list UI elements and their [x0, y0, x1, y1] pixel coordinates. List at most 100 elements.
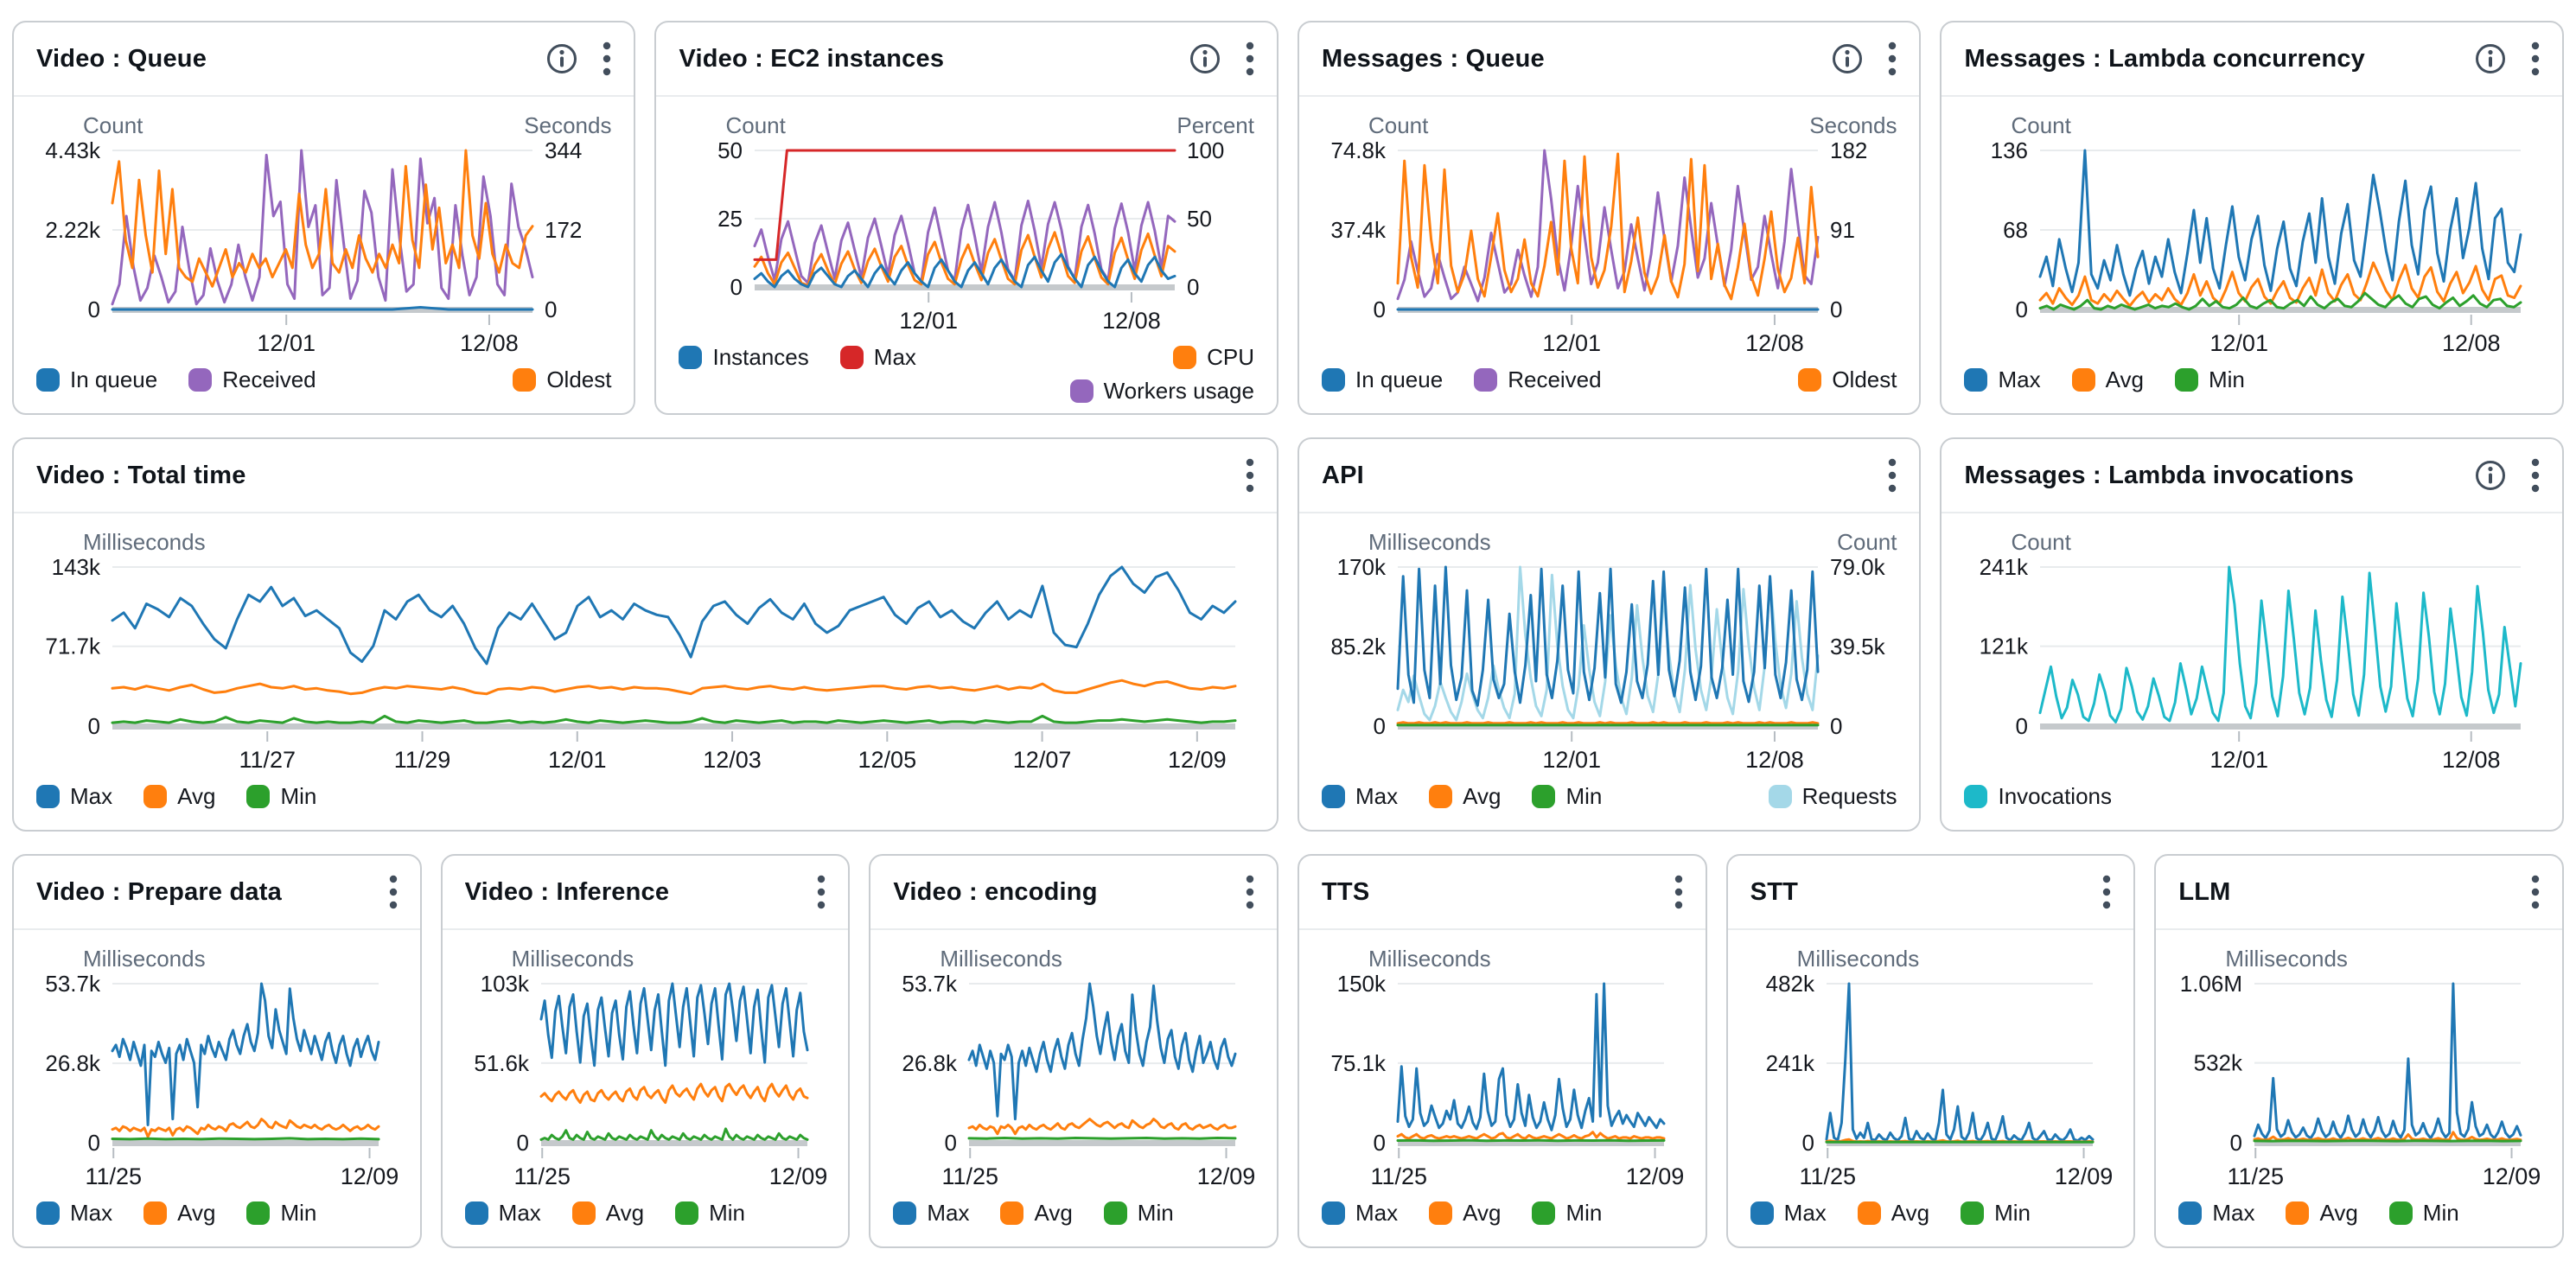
svg-text:182: 182 — [1830, 140, 1867, 163]
legend-item[interactable]: Max — [1964, 366, 2041, 393]
legend-item[interactable]: Min — [2174, 366, 2245, 393]
legend-item[interactable]: Avg — [2071, 366, 2144, 393]
legend-item[interactable]: Received — [1474, 366, 1602, 393]
legend-item[interactable]: Max — [464, 1200, 541, 1227]
svg-text:12/01: 12/01 — [2210, 747, 2269, 773]
info-icon[interactable] — [1831, 42, 1864, 75]
legend-item[interactable]: Min — [246, 1200, 316, 1227]
legend-item[interactable]: Min — [675, 1200, 745, 1227]
legend-item[interactable]: Avg — [143, 783, 215, 810]
kebab-menu-icon[interactable] — [2531, 41, 2540, 77]
chart-plot[interactable]: 12/01 12/08 241k 121k 0 — [1964, 557, 2540, 776]
svg-text:12/01: 12/01 — [1542, 330, 1601, 356]
kebab-menu-icon[interactable] — [2531, 874, 2540, 910]
legend-label: Max — [2212, 1200, 2255, 1226]
legend-label: Min — [1994, 1200, 2031, 1226]
legend-item[interactable]: Min — [1103, 1200, 1174, 1227]
kebab-menu-icon[interactable] — [603, 41, 611, 77]
kebab-menu-icon[interactable] — [1246, 874, 1254, 910]
legend-item[interactable]: Min — [1532, 1200, 1602, 1227]
legend-item[interactable]: Min — [1532, 783, 1602, 810]
legend-item[interactable]: Max — [1750, 1200, 1827, 1227]
legend-color-chip — [1000, 1201, 1024, 1225]
chart-plot[interactable]: 12/01 12/08 50 25 0 100 50 0 — [679, 140, 1254, 337]
legend-item[interactable]: Invocations — [1964, 783, 2112, 810]
legend-item[interactable]: Min — [2388, 1200, 2459, 1227]
legend-label: Min — [280, 1200, 317, 1226]
info-icon[interactable] — [1189, 42, 1221, 75]
legend-left-group: Max Avg Min — [1321, 1200, 1602, 1227]
legend-item[interactable]: Max — [1321, 1200, 1398, 1227]
legend-item[interactable]: In queue — [1321, 366, 1443, 393]
widget-header: STT — [1727, 856, 2134, 930]
info-icon[interactable] — [2474, 459, 2507, 492]
legend-label: Avg — [1034, 1200, 1073, 1226]
legend-item[interactable]: Workers usage — [1069, 378, 1254, 405]
info-icon[interactable] — [2474, 42, 2507, 75]
legend-item[interactable]: Oldest — [513, 366, 611, 393]
chart-plot[interactable]: 12/01 12/08 74.8k 37.4k 0 182 91 0 — [1322, 140, 1897, 360]
legend-item[interactable]: Received — [188, 366, 316, 393]
legend-item[interactable]: Max — [1321, 783, 1398, 810]
chart-plot[interactable]: 11/25 12/09 482k 241k 0 — [1750, 973, 2111, 1193]
widget-header-actions — [1831, 41, 1897, 77]
legend-color-chip — [246, 785, 271, 808]
chart-plot[interactable]: 11/25 12/09 103k 51.6k 0 — [465, 973, 826, 1193]
kebab-menu-icon[interactable] — [389, 874, 398, 910]
widget-title: Video : Inference — [464, 877, 670, 906]
legend-item[interactable]: Max — [893, 1200, 969, 1227]
kebab-menu-icon[interactable] — [2531, 457, 2540, 494]
legend-label: Avg — [1463, 1200, 1502, 1226]
chart-area: Milliseconds 11/25 12/09 53.7k 26.8k 0 Max Av… — [870, 930, 1277, 1246]
chart-area: Count 12/01 12/08 241k 121k 0 Invocations — [1942, 513, 2562, 830]
chart-plot[interactable]: 11/27 11/29 12/01 12/03 12/05 12/07 12/09 143k 7… — [36, 557, 1254, 776]
legend-item[interactable]: Oldest — [1798, 366, 1897, 393]
legend-left-group: In queue Received — [36, 366, 316, 393]
chart-plot[interactable]: 12/01 12/08 136 68 0 — [1964, 140, 2540, 360]
chart-plot[interactable]: 12/01 12/08 170k 85.2k 0 79.0k 39.5k 0 — [1322, 557, 1897, 776]
widget-title: Video : encoding — [893, 877, 1098, 906]
legend-color-chip — [2388, 1201, 2413, 1225]
legend-item[interactable]: Avg — [2286, 1200, 2358, 1227]
legend-item[interactable]: Min — [246, 783, 316, 810]
legend-item[interactable]: Max — [36, 1200, 112, 1227]
legend-item[interactable]: Max — [2178, 1200, 2254, 1227]
legend-item[interactable]: Instances — [679, 344, 809, 371]
chart-plot[interactable]: 11/25 12/09 53.7k 26.8k 0 — [893, 973, 1255, 1193]
legend-item[interactable]: Avg — [1857, 1200, 1929, 1227]
kebab-menu-icon[interactable] — [1888, 457, 1897, 494]
chart-plot[interactable]: 12/01 12/08 4.43k 2.22k 0 344 172 0 — [36, 140, 611, 360]
kebab-menu-icon[interactable] — [1246, 41, 1254, 77]
axis-unit-row: Count Seconds — [1322, 111, 1897, 140]
kebab-menu-icon[interactable] — [1888, 41, 1897, 77]
legend-color-chip — [36, 785, 60, 808]
legend-item[interactable]: Avg — [1000, 1200, 1073, 1227]
legend-item[interactable]: Avg — [143, 1200, 215, 1227]
info-icon[interactable] — [545, 42, 578, 75]
chart-plot[interactable]: 11/25 12/09 150k 75.1k 0 — [1322, 973, 1683, 1193]
legend-item[interactable]: Max — [839, 344, 916, 371]
kebab-menu-icon[interactable] — [1246, 457, 1254, 494]
svg-text:0: 0 — [1830, 713, 1842, 739]
chart-plot[interactable]: 11/25 12/09 53.7k 26.8k 0 — [36, 973, 398, 1193]
svg-text:12/01: 12/01 — [1542, 747, 1601, 773]
svg-text:53.7k: 53.7k — [45, 973, 101, 997]
legend-item[interactable]: Avg — [1429, 1200, 1501, 1227]
legend-item[interactable]: In queue — [36, 366, 157, 393]
widget-header-actions — [2474, 457, 2540, 494]
legend-label: Min — [709, 1200, 746, 1226]
legend-color-chip — [1429, 1201, 1453, 1225]
kebab-menu-icon[interactable] — [2102, 874, 2111, 910]
legend-item[interactable]: CPU — [1173, 344, 1254, 371]
legend-label: Min — [2208, 366, 2245, 392]
legend-item[interactable]: Min — [1961, 1200, 2031, 1227]
kebab-menu-icon[interactable] — [817, 874, 826, 910]
legend-color-chip — [1321, 1201, 1345, 1225]
legend-item[interactable]: Avg — [571, 1200, 644, 1227]
legend-item[interactable]: Avg — [1429, 783, 1501, 810]
legend-item[interactable]: Requests — [1768, 783, 1897, 810]
kebab-menu-icon[interactable] — [1674, 874, 1683, 910]
legend-item[interactable]: Max — [36, 783, 112, 810]
right-axis-unit: Count — [1837, 528, 1897, 555]
chart-plot[interactable]: 11/25 12/09 1.06M 532k 0 — [2178, 973, 2540, 1193]
